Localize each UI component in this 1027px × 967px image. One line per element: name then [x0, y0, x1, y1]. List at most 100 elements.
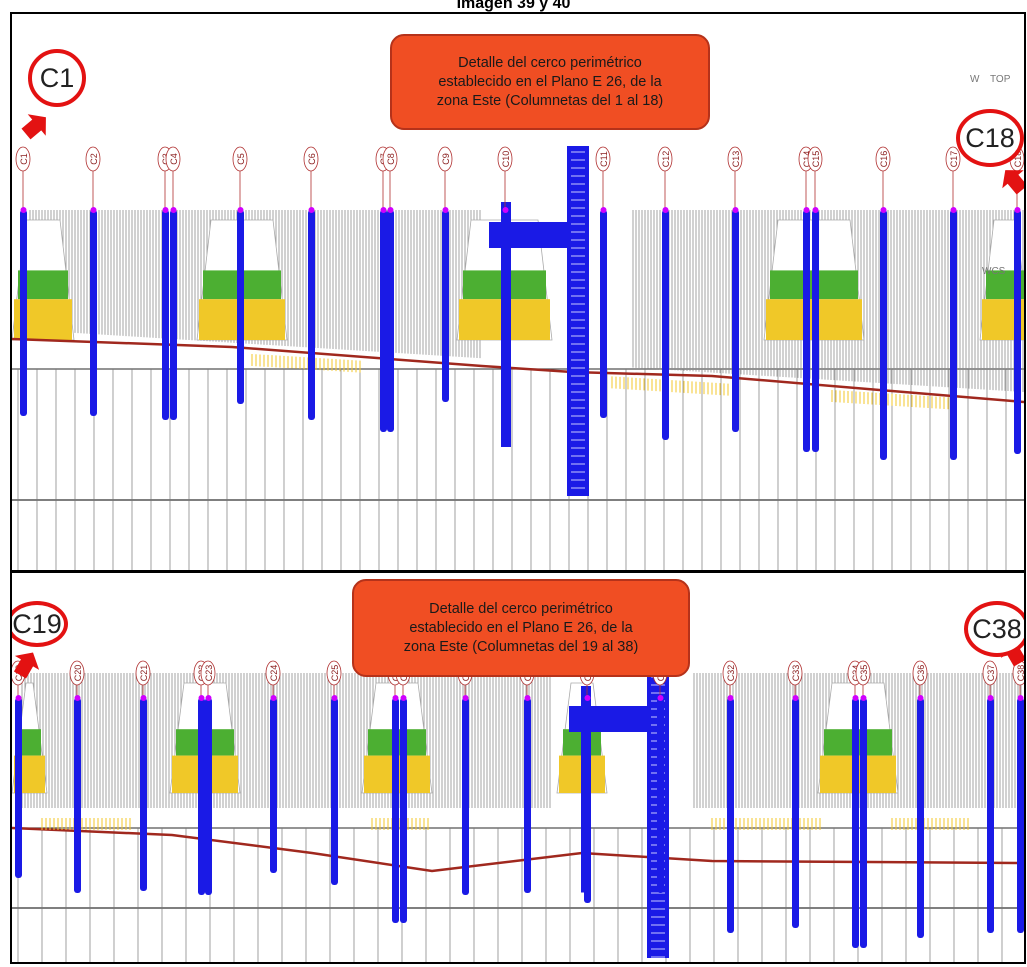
column-bar	[662, 210, 669, 440]
column-cap	[331, 695, 338, 701]
column-bar	[170, 210, 177, 420]
column-label: C10	[501, 151, 511, 168]
column-bar	[657, 698, 664, 893]
column-cap	[162, 207, 169, 213]
fence-elevation-drawing-top: C1C2C3C4C5C6C7C8C9C10C11C12C13C14C15C16C…	[12, 114, 1024, 570]
column-bar	[387, 210, 394, 432]
column-cap	[803, 207, 810, 213]
column-label-ring	[787, 660, 803, 686]
column-bar	[524, 698, 531, 893]
column-bar	[950, 210, 957, 460]
column-label-ring	[595, 146, 611, 172]
column-label: C8	[386, 153, 396, 165]
column-cap	[442, 207, 449, 213]
column-label-ring	[807, 146, 823, 172]
callout-line-3: zona Este (Columnetas del 1 al 18)	[436, 92, 664, 109]
column-cap	[387, 207, 394, 213]
column-cap	[852, 695, 859, 701]
column-cap	[270, 695, 277, 701]
column-label: C9	[441, 153, 451, 165]
column-label-ring	[200, 660, 216, 686]
column-cap	[15, 695, 22, 701]
column-label: C1	[19, 153, 29, 165]
column-cap	[308, 207, 315, 213]
column-bar	[20, 210, 27, 416]
column-label: C24	[269, 665, 279, 682]
viewcube-top-label[interactable]: TOP	[990, 74, 1011, 85]
column-label-ring	[982, 660, 998, 686]
column-bar	[1017, 698, 1024, 933]
column-label: C4	[169, 153, 179, 165]
column-label: C6	[307, 153, 317, 165]
pointer-arrow	[21, 114, 46, 140]
column-label: C15	[811, 151, 821, 168]
column-cap	[140, 695, 147, 701]
column-bar	[380, 210, 387, 432]
column-cap	[380, 207, 387, 213]
cad-viewport-bottom[interactable]: C19C20C21C22C23C24C25C26C27C28C29C30C31C…	[10, 571, 1026, 964]
column-cap	[198, 695, 205, 701]
column-label: C21	[139, 665, 149, 682]
column-bar	[792, 698, 799, 928]
column-label: C16	[879, 151, 889, 168]
soil-layer-green	[18, 729, 41, 756]
column-cap	[502, 207, 509, 213]
column-bar	[331, 698, 338, 885]
page-title: Imagen 39 y 40	[456, 0, 571, 12]
marker-start-bottom: C19	[12, 601, 68, 647]
cad-viewport-top[interactable]: C1C2C3C4C5C6C7C8C9C10C11C12C13C14C15C16C…	[10, 12, 1026, 572]
column-label-ring	[265, 660, 281, 686]
column-cap	[1014, 207, 1021, 213]
column-label-ring	[165, 146, 181, 172]
column-bar	[860, 698, 867, 948]
callout-line-1: Detalle del cerco perimétrico	[429, 600, 613, 617]
column-cap	[860, 695, 867, 701]
wcs-label[interactable]: WCS	[982, 266, 1006, 277]
column-cap	[237, 207, 244, 213]
column-bar	[462, 698, 469, 895]
callout-line-1: Detalle del cerco perimétrico	[458, 54, 642, 71]
column-label: C23	[204, 665, 214, 682]
column-bar	[917, 698, 924, 938]
column-label-ring	[875, 146, 891, 172]
callout-line-3: zona Este (Columnetas del 19 al 38)	[403, 638, 639, 655]
marker-start-top: C1	[28, 49, 86, 107]
column-cap	[400, 695, 407, 701]
column-label-ring	[855, 660, 871, 686]
column-label-ring	[912, 660, 928, 686]
column-bar	[198, 698, 205, 895]
column-cap	[584, 695, 591, 701]
column-bar	[237, 210, 244, 404]
column-label: C12	[661, 151, 671, 168]
column-label: C38	[1016, 665, 1024, 682]
column-label-ring	[657, 146, 673, 172]
column-cap	[74, 695, 81, 701]
column-bar	[502, 210, 509, 436]
column-cap	[90, 207, 97, 213]
column-cap	[662, 207, 669, 213]
column-label-ring	[722, 660, 738, 686]
pointer-arrow	[1002, 170, 1024, 195]
fence-elevation-drawing-bottom: C19C20C21C22C23C24C25C26C27C28C29C30C31C…	[12, 640, 1024, 962]
column-bar	[1014, 210, 1021, 454]
column-bar	[270, 698, 277, 873]
column-label: C5	[236, 153, 246, 165]
column-cap	[20, 207, 27, 213]
column-cap	[987, 695, 994, 701]
tower-column	[567, 146, 589, 496]
column-label-ring	[69, 660, 85, 686]
column-label: C14	[802, 151, 812, 168]
column-label: C35	[859, 665, 869, 682]
column-label: C37	[986, 665, 996, 682]
column-cap	[524, 695, 531, 701]
column-cap	[812, 207, 819, 213]
column-label-ring	[85, 146, 101, 172]
column-label-ring	[135, 660, 151, 686]
callout-box-bottom: Detalle del cerco perimétrico establecid…	[352, 579, 690, 677]
column-bar	[162, 210, 169, 420]
viewcube-w-label[interactable]: W	[970, 74, 980, 85]
column-bar	[442, 210, 449, 402]
column-bar	[812, 210, 819, 452]
column-cap	[205, 695, 212, 701]
column-bar	[74, 698, 81, 893]
